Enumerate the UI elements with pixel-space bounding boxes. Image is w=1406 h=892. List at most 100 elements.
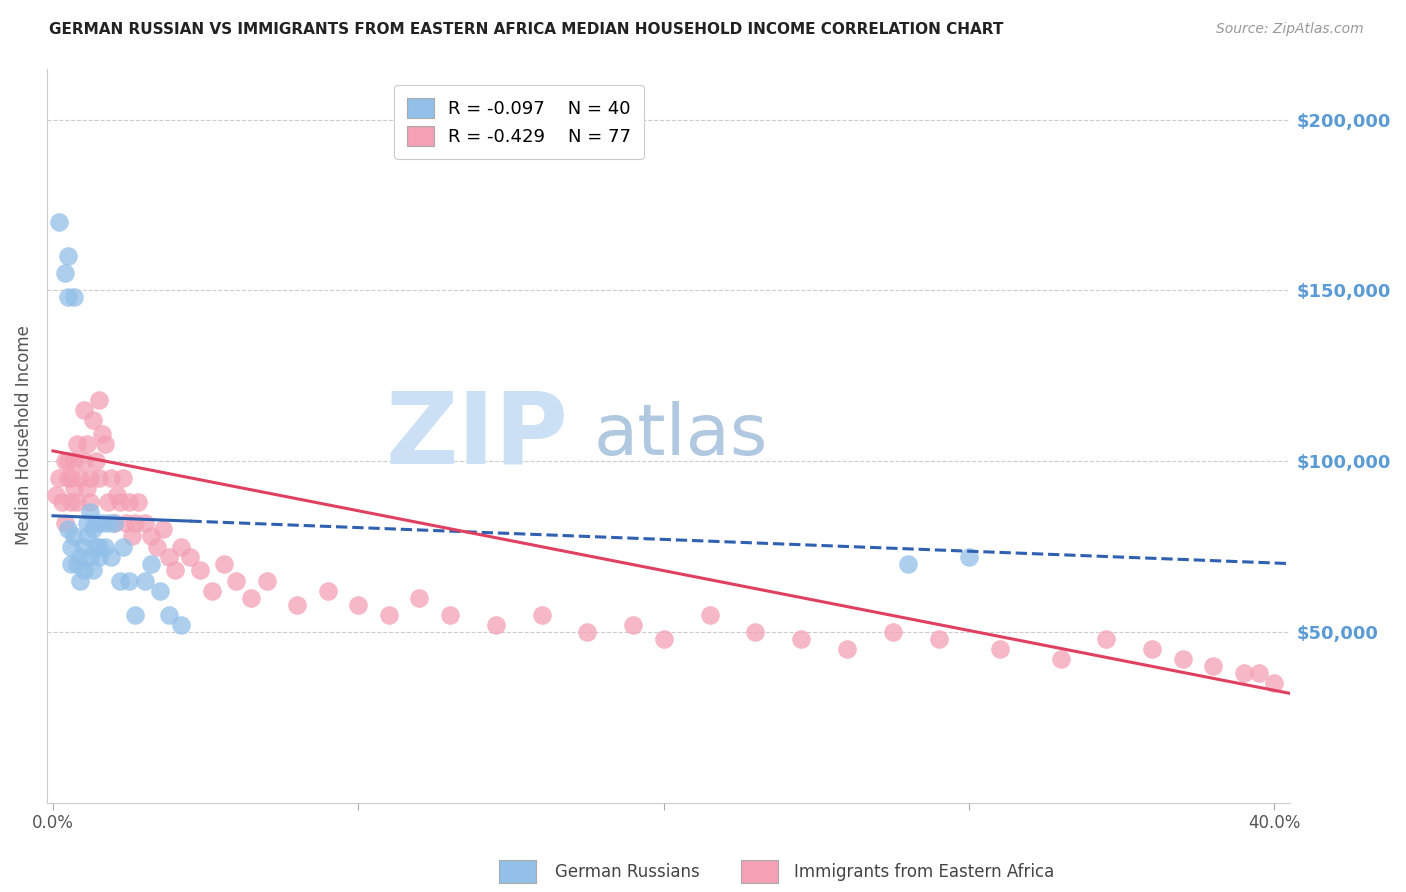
Point <box>112 471 135 485</box>
Point <box>124 516 146 530</box>
Point <box>530 607 553 622</box>
Point <box>60 557 83 571</box>
Point <box>170 618 193 632</box>
Point <box>439 607 461 622</box>
Point <box>928 632 950 646</box>
Point <box>139 557 162 571</box>
Point <box>157 549 180 564</box>
Point <box>1263 676 1285 690</box>
Point <box>118 495 141 509</box>
Text: GERMAN RUSSIAN VS IMMIGRANTS FROM EASTERN AFRICA MEDIAN HOUSEHOLD INCOME CORRELA: GERMAN RUSSIAN VS IMMIGRANTS FROM EASTER… <box>49 22 1004 37</box>
Point <box>1095 632 1118 646</box>
Point <box>48 471 70 485</box>
Point <box>58 471 80 485</box>
Point <box>790 632 813 646</box>
Point <box>60 495 83 509</box>
Point <box>882 624 904 639</box>
Point <box>1233 665 1256 680</box>
Point <box>53 266 76 280</box>
Point <box>285 598 308 612</box>
Text: ZIP: ZIP <box>387 387 569 484</box>
Point <box>84 516 107 530</box>
Text: Immigrants from Eastern Africa: Immigrants from Eastern Africa <box>794 863 1054 881</box>
Point <box>1202 659 1225 673</box>
Point <box>79 505 101 519</box>
Point <box>146 540 169 554</box>
Point <box>76 482 98 496</box>
Point <box>84 540 107 554</box>
Point <box>212 557 235 571</box>
Point <box>128 495 150 509</box>
Point <box>652 632 675 646</box>
Point <box>90 426 112 441</box>
Point <box>79 495 101 509</box>
Point <box>408 591 430 605</box>
Point <box>79 471 101 485</box>
Point <box>256 574 278 588</box>
Point <box>897 557 920 571</box>
Point <box>97 495 120 509</box>
Point <box>170 540 193 554</box>
Legend: R = -0.097    N = 40, R = -0.429    N = 77: R = -0.097 N = 40, R = -0.429 N = 77 <box>394 85 644 159</box>
Point <box>87 540 110 554</box>
Point <box>316 583 339 598</box>
Point <box>76 529 98 543</box>
Point <box>84 454 107 468</box>
Point <box>87 471 110 485</box>
Point <box>66 557 89 571</box>
Point <box>988 642 1011 657</box>
Point <box>94 437 117 451</box>
Point <box>94 540 117 554</box>
Point <box>53 454 76 468</box>
Point <box>1171 652 1194 666</box>
Point <box>69 574 91 588</box>
Point <box>118 574 141 588</box>
Point <box>240 591 263 605</box>
Point <box>87 549 110 564</box>
Point <box>58 523 80 537</box>
Point <box>139 529 162 543</box>
Point <box>157 607 180 622</box>
Point <box>69 549 91 564</box>
Point <box>72 540 94 554</box>
Point <box>100 549 122 564</box>
Point <box>76 437 98 451</box>
Y-axis label: Median Household Income: Median Household Income <box>15 326 32 546</box>
Text: Source: ZipAtlas.com: Source: ZipAtlas.com <box>1216 22 1364 37</box>
Point <box>699 607 721 622</box>
Point <box>58 290 80 304</box>
Point <box>97 516 120 530</box>
Point <box>621 618 644 632</box>
Point <box>53 516 76 530</box>
Point <box>79 549 101 564</box>
Point <box>100 471 122 485</box>
Point <box>103 516 125 530</box>
Point <box>225 574 247 588</box>
Point <box>835 642 858 657</box>
Point <box>201 583 224 598</box>
Point <box>124 607 146 622</box>
Point <box>576 624 599 639</box>
Text: German Russians: German Russians <box>555 863 700 881</box>
Point <box>66 437 89 451</box>
Point <box>103 516 125 530</box>
Point <box>1049 652 1071 666</box>
Point <box>1249 665 1271 680</box>
Point <box>76 516 98 530</box>
Point <box>152 523 174 537</box>
Point <box>744 624 766 639</box>
Point <box>63 482 86 496</box>
Point <box>112 540 135 554</box>
Point <box>66 495 89 509</box>
Point <box>72 403 94 417</box>
Point <box>485 618 508 632</box>
Point <box>108 495 131 509</box>
Point <box>347 598 370 612</box>
Point <box>82 563 104 577</box>
Point <box>121 529 143 543</box>
Point <box>179 549 201 564</box>
Point <box>957 549 980 564</box>
Point <box>48 215 70 229</box>
Point <box>45 488 67 502</box>
Point <box>60 471 83 485</box>
